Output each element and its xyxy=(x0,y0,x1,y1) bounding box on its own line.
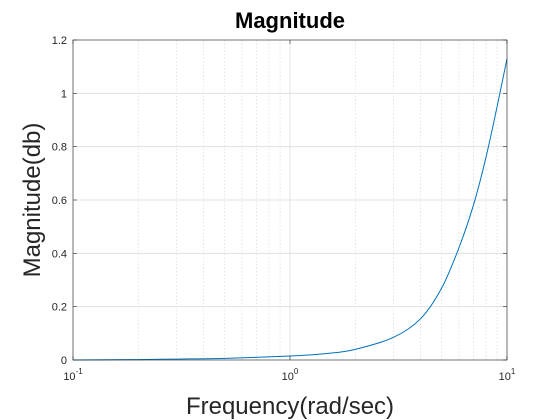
y-tick-label: 0.2 xyxy=(52,302,67,314)
y-tick-label: 1.2 xyxy=(52,35,67,47)
y-axis-label: Magnitude(db) xyxy=(19,123,46,278)
y-ticks: 0 0.2 0.4 0.6 0.8 1 1.2 xyxy=(52,35,507,367)
magnitude-series-line xyxy=(72,58,508,361)
series-layer xyxy=(72,58,508,361)
y-tick-label: 0.4 xyxy=(52,248,67,260)
x-axis-label: Frequency(rad/sec) xyxy=(186,393,394,420)
y-tick-label: 0.6 xyxy=(52,195,67,207)
y-tick-label: 1 xyxy=(61,88,67,100)
y-tick-label: 0.8 xyxy=(52,142,67,154)
x-tick-label: 100 xyxy=(282,367,299,383)
x-ticks: 10-1 100 101 xyxy=(63,40,516,383)
x-tick-label: 10-1 xyxy=(63,367,83,383)
x-tick-label: 101 xyxy=(499,367,516,383)
y-tick-label: 0 xyxy=(61,355,67,367)
chart-title: Magnitude xyxy=(235,8,345,33)
